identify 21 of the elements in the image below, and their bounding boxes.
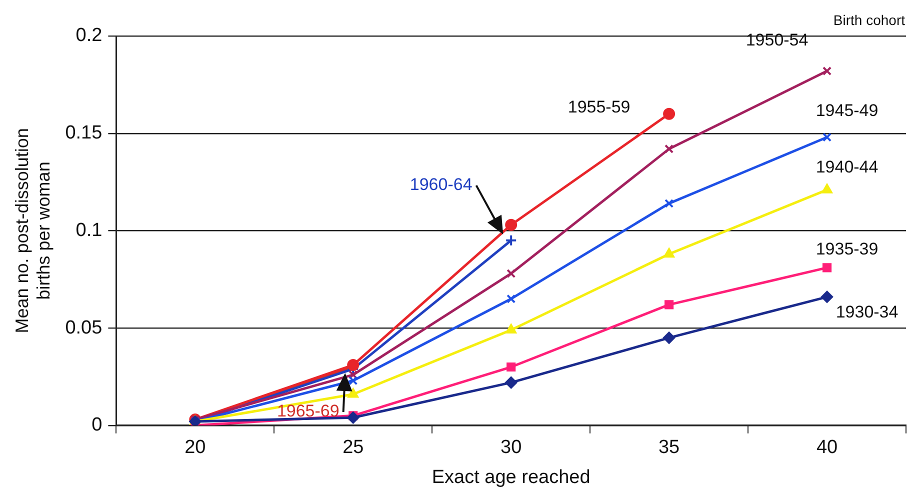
y-tick-label: 0.15 bbox=[65, 122, 102, 144]
x-tick-label: 40 bbox=[816, 437, 838, 458]
series-label: 1945-49 bbox=[816, 100, 878, 120]
series-label: 1950-54 bbox=[746, 30, 808, 50]
x-tick-label: 35 bbox=[658, 437, 680, 458]
x-axis-title: Exact age reached bbox=[432, 466, 590, 488]
y-tick-label: 0.1 bbox=[76, 220, 102, 241]
series-label: 1965-69 bbox=[276, 402, 340, 421]
y-tick-label: 0.2 bbox=[76, 25, 102, 46]
x-tick-label: 20 bbox=[184, 437, 206, 458]
series-label: 1930-34 bbox=[836, 302, 898, 322]
series-label: 1935-39 bbox=[816, 239, 878, 258]
y-tick-label: 0.05 bbox=[65, 317, 102, 338]
text: 1960-64 bbox=[410, 175, 472, 194]
x-tick-label: 25 bbox=[342, 437, 364, 458]
legend-title: Birth cohort bbox=[833, 12, 906, 28]
x-tick-label: 30 bbox=[500, 437, 522, 458]
series-label: 1955-59 bbox=[568, 98, 630, 117]
series-label: 1940-44 bbox=[816, 158, 878, 176]
y-axis-title: Mean no. post-dissolution births per woman bbox=[12, 128, 54, 334]
y-tick-label: 0 bbox=[92, 414, 102, 436]
